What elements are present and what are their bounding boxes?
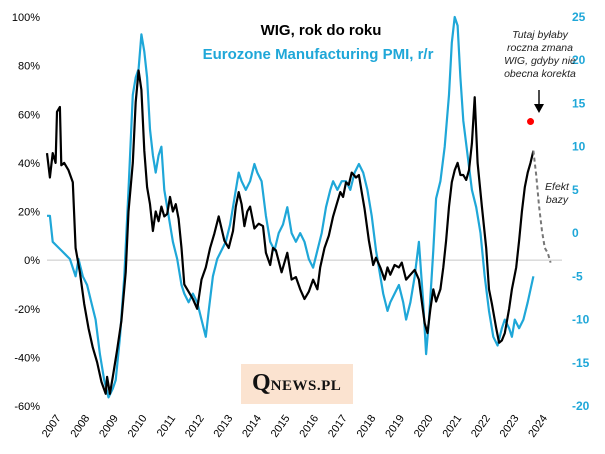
left-tick-label: 100% <box>12 12 40 24</box>
right-tick-label: 15 <box>572 96 586 110</box>
annotation-line: roczna zmana <box>507 42 573 54</box>
left-tick-label: 20% <box>18 207 40 219</box>
annotation-line: Tutaj byłaby <box>512 29 569 41</box>
right-tick-label: -5 <box>572 269 583 283</box>
left-tick-label: 40% <box>18 158 40 170</box>
right-tick-label: 20 <box>572 53 586 67</box>
left-tick-label: 0% <box>24 255 40 267</box>
left-tick-label: -20% <box>14 304 40 316</box>
x-tick-label: 2013 <box>212 413 236 440</box>
right-tick-label: 10 <box>572 140 586 154</box>
marker-group <box>527 118 535 126</box>
left-tick-label: 80% <box>18 61 40 73</box>
series-line <box>47 15 535 399</box>
logo: QNEWS.PL <box>252 370 341 397</box>
chart-title: WIG, rok do roku <box>261 22 382 39</box>
x-tick-label: 2010 <box>126 413 150 440</box>
right-tick-label: 25 <box>572 10 586 24</box>
logo-background <box>241 364 353 404</box>
right-tick-label: 0 <box>572 226 579 240</box>
x-tick-label: 2009 <box>97 413 121 440</box>
x-axis: 2007 2008 2009 2010 2011 2012 2013 2014 2015 2016… <box>40 413 550 440</box>
left-tick-label: -60% <box>14 401 40 413</box>
logo-wordmark: NEWS.PL <box>270 378 342 394</box>
left-tick-label: 60% <box>18 109 40 121</box>
right-tick-label: -15 <box>572 356 590 370</box>
x-tick-label: 2020 <box>412 413 436 440</box>
x-tick-label: 2011 <box>155 413 178 439</box>
annotation-line: bazy <box>546 194 569 206</box>
chart-subtitle: Eurozone Manufacturing PMI, r/r <box>203 46 434 63</box>
annotation-line: Efekt <box>545 181 570 193</box>
x-tick-label: 2016 <box>297 413 321 440</box>
marker-point <box>527 118 535 126</box>
x-tick-label: 2019 <box>383 413 407 440</box>
annotation-arrowhead <box>534 104 544 113</box>
x-tick-label: 2018 <box>355 413 379 440</box>
right-tick-label: -10 <box>572 313 590 327</box>
x-tick-label: 2023 <box>498 413 522 440</box>
annotation-line: WIG, gdyby nie <box>504 55 576 67</box>
x-tick-label: 2008 <box>69 413 93 440</box>
left-tick-label: -40% <box>14 352 40 364</box>
x-tick-label: 2022 <box>469 413 493 440</box>
series-line <box>532 150 552 263</box>
left-axis: 100% 80% 60% 40% 20% 0% -20% -40% -60% <box>12 12 40 413</box>
right-axis: 25 20 15 10 5 0 -5 -10 -15 -20 <box>572 10 590 413</box>
x-tick-label: 2024 <box>526 413 550 440</box>
series-line <box>45 69 535 395</box>
x-tick-label: 2015 <box>269 413 293 440</box>
logo-initial: Q <box>252 370 271 396</box>
series-group <box>45 15 552 399</box>
x-tick-label: 2007 <box>40 413 64 440</box>
right-tick-label: 5 <box>572 183 579 197</box>
right-tick-label: -20 <box>572 399 590 413</box>
x-tick-label: 2017 <box>326 413 350 440</box>
x-tick-label: 2014 <box>240 413 264 440</box>
annotation-line: obecna korekta <box>504 68 576 80</box>
x-tick-label: 2021 <box>440 413 464 440</box>
x-tick-label: 2012 <box>183 413 207 440</box>
